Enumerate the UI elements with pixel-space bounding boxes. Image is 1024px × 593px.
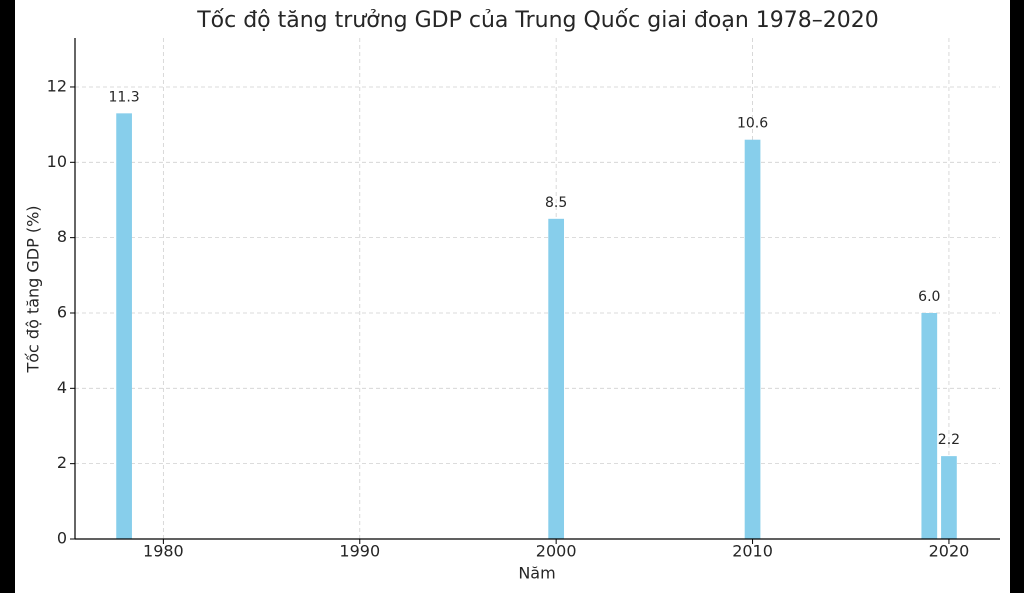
x-tick-label: 1990 xyxy=(339,542,380,561)
bar xyxy=(941,456,957,539)
value-label: 2.2 xyxy=(938,432,960,448)
y-tick-label: 10 xyxy=(47,152,67,171)
x-tick-label: 2020 xyxy=(929,542,970,561)
value-label: 6.0 xyxy=(918,289,940,305)
value-label: 10.6 xyxy=(737,116,768,132)
x-axis-label: Năm xyxy=(518,564,555,583)
bar xyxy=(921,312,938,539)
bar xyxy=(744,139,761,539)
y-axis-label: Tốc độ tăng GDP (%) xyxy=(24,205,43,373)
bar xyxy=(116,113,132,539)
x-tick-label: 2010 xyxy=(732,542,773,561)
background xyxy=(15,0,1010,593)
bar xyxy=(548,218,565,540)
y-tick-label: 8 xyxy=(57,227,67,246)
y-tick-label: 0 xyxy=(57,529,67,548)
y-tick-label: 2 xyxy=(57,453,67,472)
chart-title: Tốc độ tăng trưởng GDP của Trung Quốc gi… xyxy=(196,8,879,33)
value-label: 8.5 xyxy=(545,195,567,211)
y-tick-label: 12 xyxy=(47,76,67,95)
value-label: 11.3 xyxy=(109,89,140,105)
y-tick-label: 4 xyxy=(57,378,67,397)
y-tick-label: 6 xyxy=(57,302,67,321)
x-tick-label: 1980 xyxy=(143,542,184,561)
x-tick-label: 2000 xyxy=(536,542,577,561)
